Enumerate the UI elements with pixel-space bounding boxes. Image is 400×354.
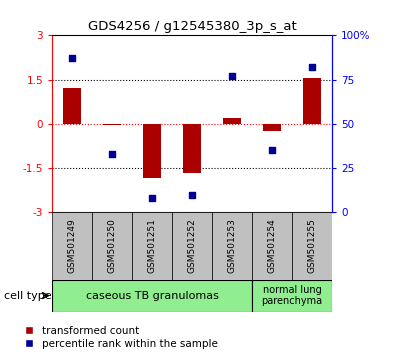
Text: normal lung
parenchyma: normal lung parenchyma <box>262 285 322 307</box>
Title: GDS4256 / g12545380_3p_s_at: GDS4256 / g12545380_3p_s_at <box>88 20 296 33</box>
Text: GSM501251: GSM501251 <box>148 218 156 274</box>
Point <box>229 73 235 79</box>
Bar <box>223 118 241 124</box>
Bar <box>52 280 252 312</box>
Legend: transformed count, percentile rank within the sample: transformed count, percentile rank withi… <box>25 326 218 349</box>
Text: caseous TB granulomas: caseous TB granulomas <box>86 291 218 301</box>
Bar <box>183 124 201 172</box>
Bar <box>132 212 172 280</box>
Text: GSM501252: GSM501252 <box>188 219 196 273</box>
Bar <box>252 212 292 280</box>
Bar <box>172 212 212 280</box>
Bar <box>212 212 252 280</box>
Bar <box>303 78 321 124</box>
Bar <box>252 280 332 312</box>
Text: cell type: cell type <box>4 291 52 301</box>
Text: GSM501255: GSM501255 <box>308 218 316 274</box>
Bar <box>103 124 121 125</box>
Point <box>189 192 195 198</box>
Bar <box>52 212 92 280</box>
Text: GSM501250: GSM501250 <box>108 218 116 274</box>
Point <box>109 151 115 157</box>
Point <box>149 195 155 201</box>
Point <box>309 64 315 70</box>
Text: GSM501249: GSM501249 <box>68 219 76 273</box>
Text: GSM501254: GSM501254 <box>268 219 276 273</box>
Point <box>69 56 75 61</box>
Bar <box>263 124 281 131</box>
Point <box>269 148 275 153</box>
Bar <box>63 88 81 124</box>
Bar <box>143 124 161 178</box>
Bar <box>292 212 332 280</box>
Bar <box>92 212 132 280</box>
Text: GSM501253: GSM501253 <box>228 218 236 274</box>
